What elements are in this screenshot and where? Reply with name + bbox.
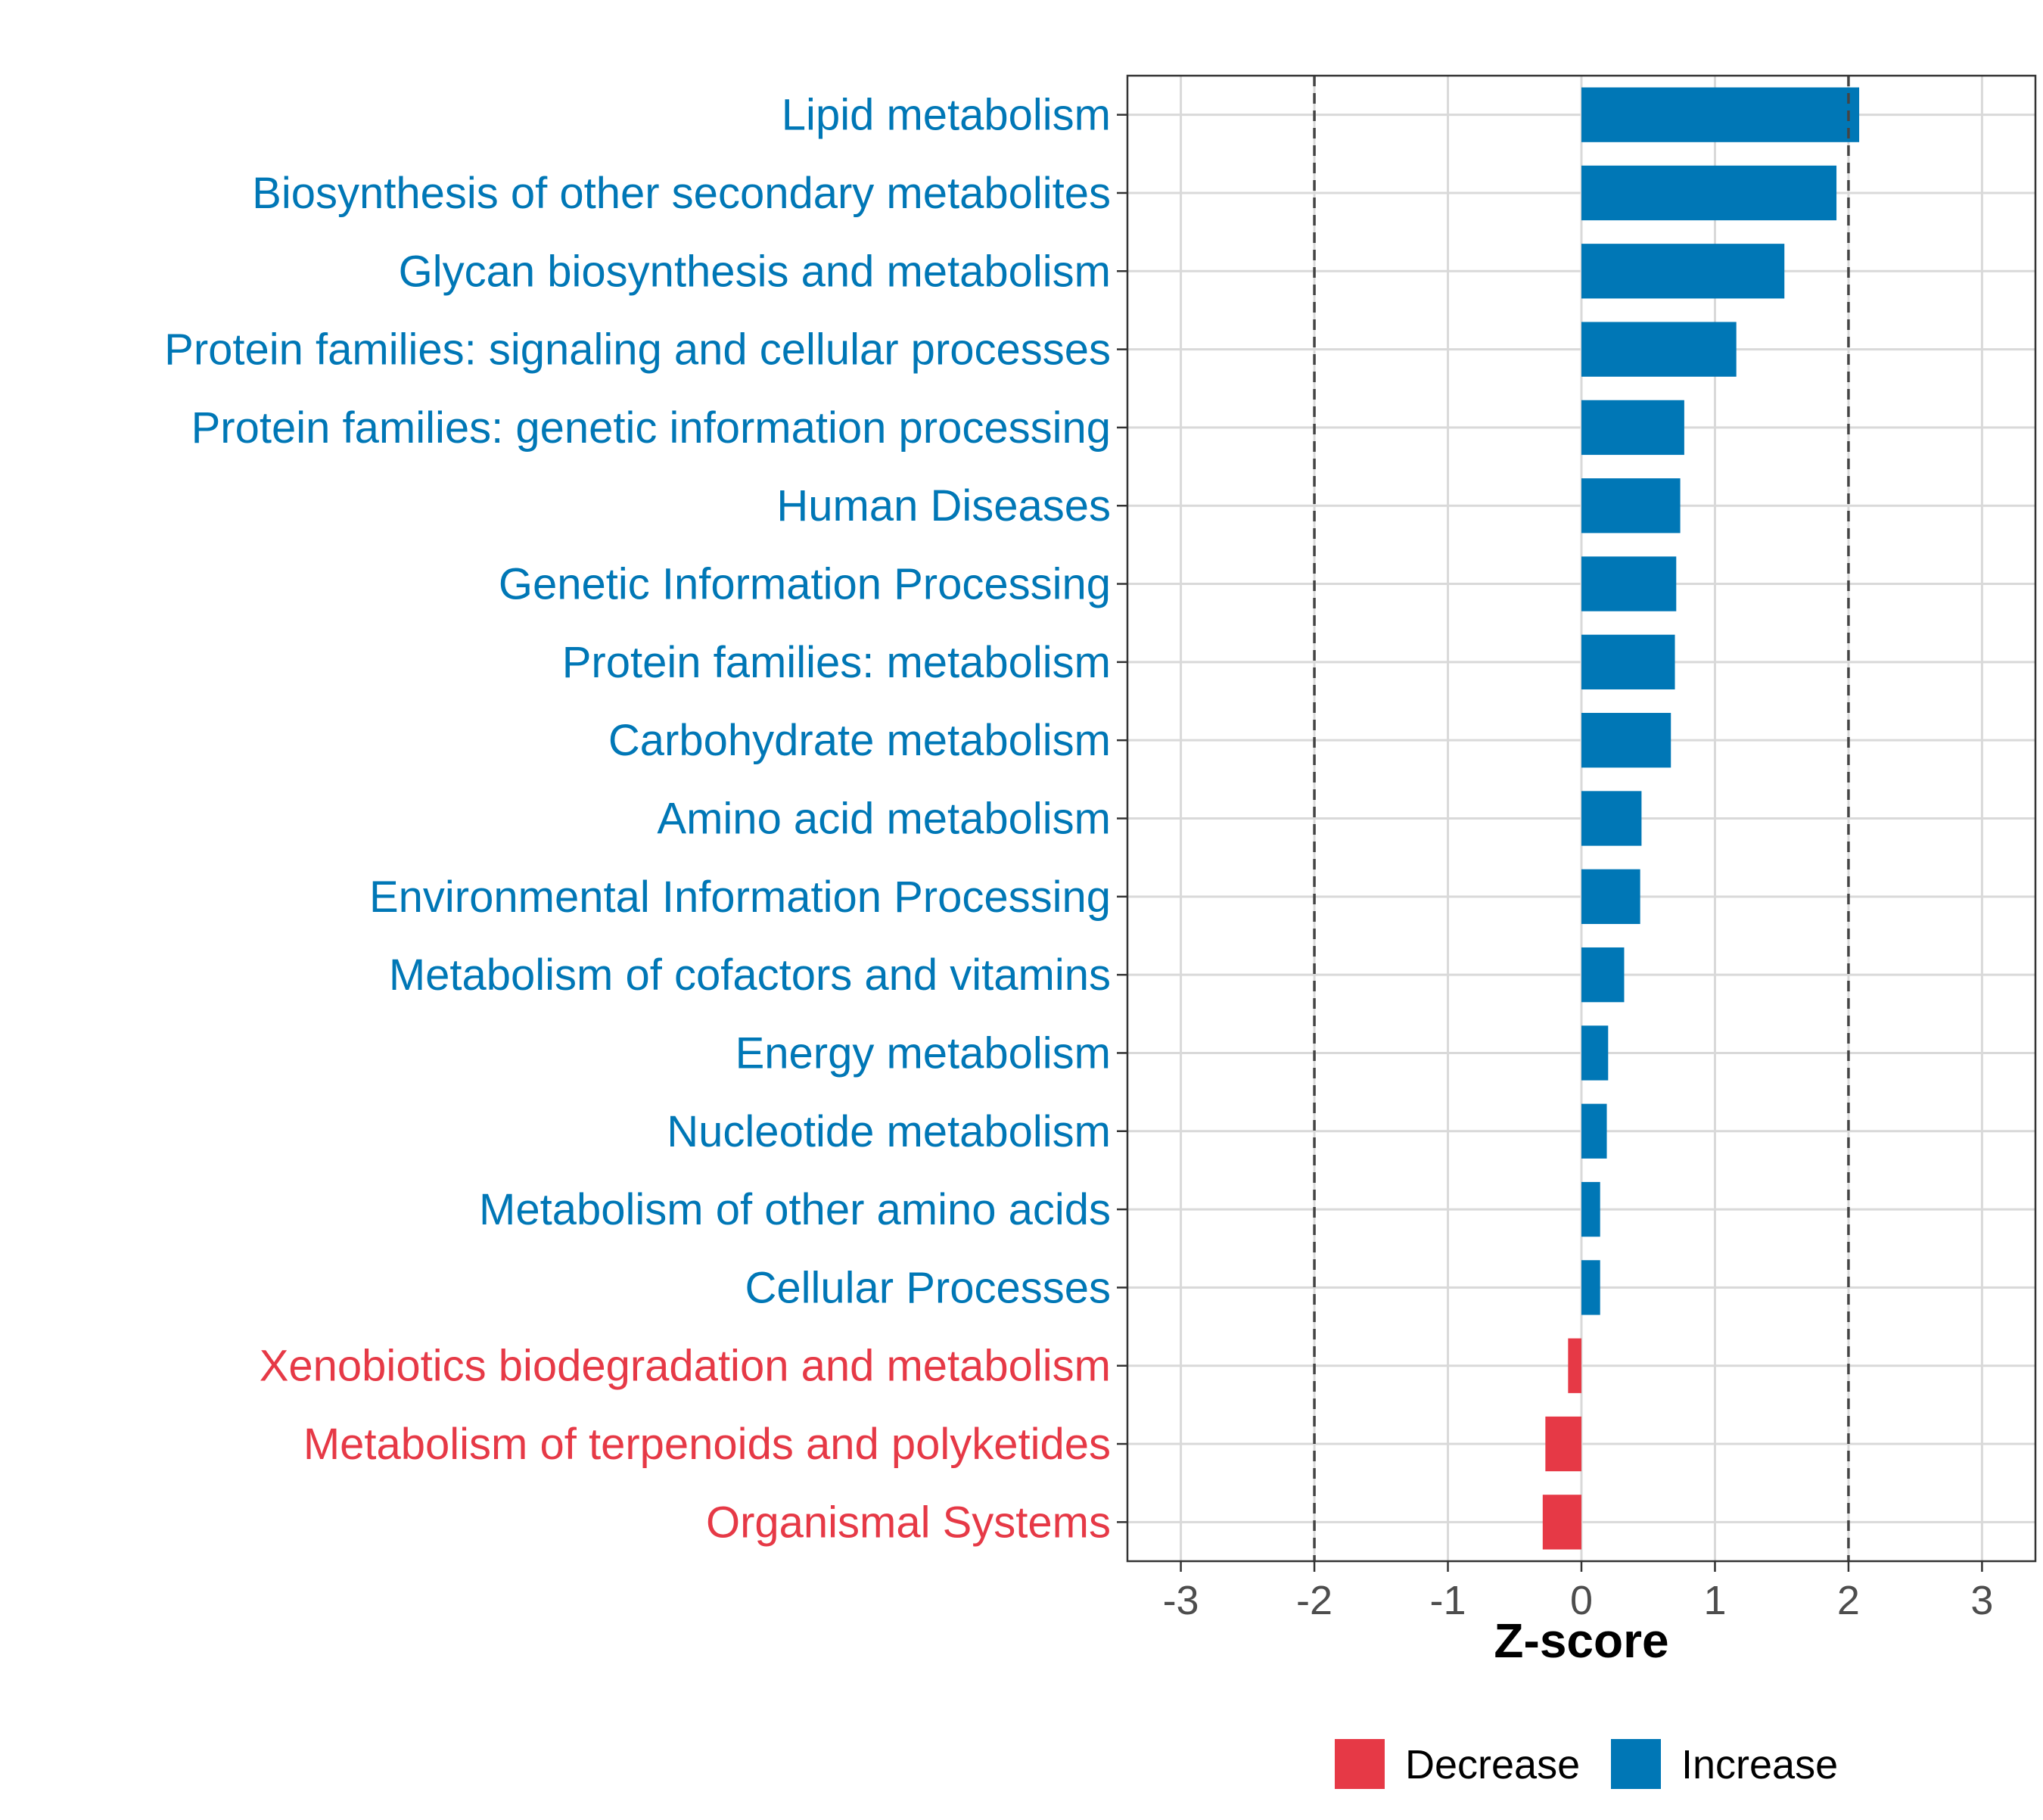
reference-lines <box>1313 76 1850 1561</box>
legend-swatch-decrease[interactable] <box>1335 1739 1385 1789</box>
bar-16 <box>1581 1260 1600 1315</box>
y-tick-label: Carbohydrate metabolism <box>608 716 1111 765</box>
bar-13 <box>1581 1025 1609 1081</box>
legend-label-increase[interactable]: Increase <box>1681 1742 1838 1787</box>
bar-18 <box>1545 1416 1581 1472</box>
bar-6 <box>1581 478 1681 534</box>
y-tick-label: Amino acid metabolism <box>657 795 1111 844</box>
bar-7 <box>1581 556 1677 611</box>
x-tick-label: -1 <box>1430 1578 1466 1623</box>
y-tick-label: Protein families: genetic information pr… <box>191 403 1111 453</box>
x-tick-label: -3 <box>1163 1578 1199 1623</box>
bar-17 <box>1568 1338 1581 1393</box>
y-tick-label: Metabolism of cofactors and vitamins <box>389 950 1111 1000</box>
x-axis-title: Z-score <box>1494 1613 1668 1668</box>
x-tick-label: 3 <box>1970 1578 1993 1623</box>
bar-3 <box>1581 244 1785 299</box>
bar-11 <box>1581 869 1640 924</box>
bar-10 <box>1581 791 1642 846</box>
y-tick-label: Metabolism of terpenoids and polyketides <box>303 1420 1111 1469</box>
x-tick-label: 1 <box>1703 1578 1726 1623</box>
legend-swatch-increase[interactable] <box>1611 1739 1661 1789</box>
bar-15 <box>1581 1181 1600 1237</box>
bar-19 <box>1542 1495 1581 1550</box>
legend[interactable]: Decrease Increase <box>1335 1739 1838 1789</box>
y-tick-label: Cellular Processes <box>745 1263 1111 1312</box>
bar-12 <box>1581 947 1625 1003</box>
y-tick-label: Protein families: signaling and cellular… <box>164 325 1111 375</box>
y-tick-label: Environmental Information Processing <box>369 873 1111 922</box>
x-axis-ticks: -3 -2 -1 0 1 2 3 <box>1163 1561 1993 1623</box>
y-tick-label: Glycan biosynthesis and metabolism <box>399 247 1111 296</box>
y-tick-label: Genetic Information Processing <box>499 560 1111 609</box>
legend-label-decrease[interactable]: Decrease <box>1405 1742 1580 1787</box>
bar-2 <box>1581 165 1837 221</box>
y-tick-label: Nucleotide metabolism <box>667 1107 1111 1156</box>
y-axis-ticks: Lipid metabolism Biosynthesis of other se… <box>164 91 1127 1547</box>
y-tick-label: Organismal Systems <box>706 1498 1111 1547</box>
x-tick-label: -2 <box>1296 1578 1332 1623</box>
bar-5 <box>1581 400 1684 456</box>
bar-9 <box>1581 713 1671 768</box>
y-tick-label: Protein families: metabolism <box>562 638 1111 687</box>
y-tick-label: Human Diseases <box>776 481 1111 530</box>
y-tick-label: Biosynthesis of other secondary metaboli… <box>252 169 1111 218</box>
bar-14 <box>1581 1103 1607 1159</box>
y-tick-label: Xenobiotics biodegradation and metabolis… <box>260 1342 1111 1391</box>
bar-4 <box>1581 322 1737 377</box>
y-tick-label: Energy metabolism <box>735 1028 1111 1078</box>
y-tick-label: Lipid metabolism <box>782 91 1111 140</box>
bar-1 <box>1581 87 1860 142</box>
x-tick-label: 0 <box>1570 1578 1593 1623</box>
bar-8 <box>1581 634 1675 690</box>
x-tick-label: 2 <box>1837 1578 1860 1623</box>
y-tick-label: Metabolism of other amino acids <box>479 1185 1111 1234</box>
bars <box>1542 87 1860 1550</box>
